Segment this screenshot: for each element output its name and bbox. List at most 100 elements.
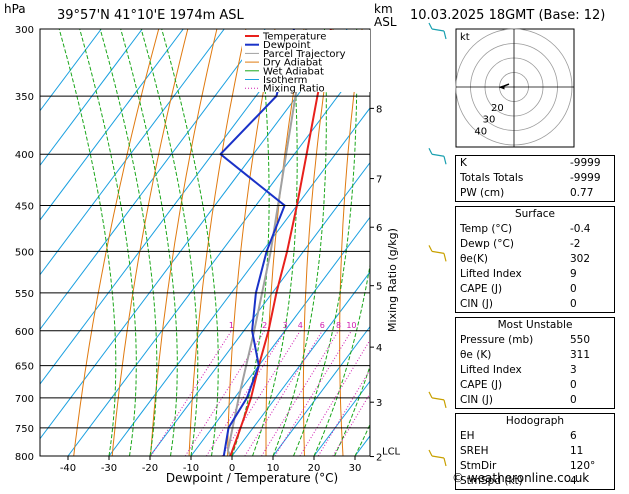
most-unstable-row: CIN (J) 0 xyxy=(456,393,614,408)
mixing-ratio-label: 1 xyxy=(229,321,234,330)
mixing-ratio-label: 4 xyxy=(298,321,303,330)
index-value: 0 xyxy=(570,298,577,310)
dry-adiabat-line xyxy=(409,29,420,456)
index-label: CAPE (J) xyxy=(460,283,503,295)
mixing-ratio-label: 10 xyxy=(346,321,356,330)
hodograph-stats-box: Hodograph EH 6 SREH 11 StmDir 120° StmSpd (kt) 4 xyxy=(455,413,615,490)
datetime-title: 10.03.2025 18GMT (Base: 12) xyxy=(410,8,605,23)
index-value: 0 xyxy=(570,283,577,295)
lcl-label: LCL xyxy=(382,447,401,458)
km-unit-label: km xyxy=(374,2,393,16)
surface-box: Surface Temp (°C) -0.4 Dewp (°C) -2 θe(K) 302 L… xyxy=(455,206,615,313)
km-tick-label: 7 xyxy=(376,175,382,186)
wet-adiabat-line xyxy=(334,364,370,456)
hodograph-ring-label: 20 xyxy=(491,103,504,114)
hodograph-arrowhead xyxy=(499,85,505,90)
x-axis-label: Dewpoint / Temperature (°C) xyxy=(166,471,338,485)
legend-entry: Wet Adiabat xyxy=(263,66,324,77)
index-value: 0.77 xyxy=(570,187,594,199)
index-label: CIN (J) xyxy=(460,298,493,310)
surface-row: Temp (°C) -0.4 xyxy=(456,222,614,237)
index-label: EH xyxy=(460,430,475,442)
index-value: 311 xyxy=(570,349,591,361)
index-value: 11 xyxy=(570,445,584,457)
asl-unit-label: ASL xyxy=(374,15,397,29)
temperature-tick-label: 10 xyxy=(267,463,280,474)
km-tick-label: 4 xyxy=(376,343,382,354)
isotherm-line xyxy=(149,161,370,456)
mixing-ratio-line xyxy=(274,330,352,456)
mixing-ratio-line xyxy=(244,330,323,456)
legend-entry: Mixing Ratio xyxy=(263,84,325,95)
index-label: Pressure (mb) xyxy=(460,334,534,346)
temperature-tick-label: -30 xyxy=(101,463,117,474)
index-value: 3 xyxy=(570,364,577,376)
index-value: 302 xyxy=(570,253,591,265)
mixing-ratio-line xyxy=(317,368,370,456)
index-label: θe(K) xyxy=(460,253,488,265)
isotherm-line xyxy=(67,52,370,456)
isotherm-line xyxy=(40,29,266,331)
hodograph-ring-label: 30 xyxy=(483,115,496,126)
index-label: StmSpd (kt) xyxy=(460,475,523,487)
pressure-tick-label: 750 xyxy=(15,424,34,435)
index-value: 9 xyxy=(570,268,577,280)
surface-row: θe(K) 302 xyxy=(456,252,614,267)
km-tick-label: 5 xyxy=(376,282,382,293)
indices-row: PW (cm) 0.77 xyxy=(456,186,614,201)
index-value: 6 xyxy=(570,430,577,442)
pressure-tick-label: 300 xyxy=(15,25,34,36)
pressure-tick-label: 700 xyxy=(15,394,34,405)
most-unstable-row: θe (K) 311 xyxy=(456,348,614,363)
pressure-tick-label: 350 xyxy=(15,92,34,103)
wet-adiabat-line xyxy=(120,29,178,456)
hodograph-stats-row: EH 6 xyxy=(456,429,614,444)
index-label: Dewp (°C) xyxy=(460,238,514,250)
dry-adiabat-line xyxy=(150,29,218,456)
wet-adiabat-line xyxy=(58,29,117,456)
wind-barb xyxy=(428,245,447,262)
most-unstable-title: Most Unstable xyxy=(497,319,573,331)
temperature-tick-label: 20 xyxy=(308,463,321,474)
temperature-tick-label: 30 xyxy=(349,463,362,474)
wet-adiabat-line xyxy=(140,29,199,456)
index-label: SREH xyxy=(460,445,489,457)
hodograph-stats-row: SREH 11 xyxy=(456,444,614,459)
mixing-ratio-line xyxy=(261,330,339,456)
isotherm-line xyxy=(313,380,370,456)
wet-adiabat-line xyxy=(99,29,158,456)
pressure-tick-label: 650 xyxy=(15,362,34,373)
index-value: -2 xyxy=(570,238,581,250)
legend-background xyxy=(242,30,370,92)
hpa-unit-label: hPa xyxy=(4,2,26,16)
index-value: 120° xyxy=(570,460,596,472)
footer-credit[interactable]: © weatheronline.co.uk xyxy=(452,471,590,485)
pressure-tick-label: 400 xyxy=(15,150,34,161)
most-unstable-row: Lifted Index 3 xyxy=(456,363,614,378)
km-tick-label: 3 xyxy=(376,398,382,409)
hodograph-frame xyxy=(455,28,575,148)
plot-frame xyxy=(39,28,371,457)
mixing-ratio-line xyxy=(184,330,266,456)
legend-entry: Dewpoint xyxy=(263,40,311,51)
index-label: CIN (J) xyxy=(460,394,493,406)
dry-adiabat-line xyxy=(624,29,629,456)
km-tick-label: 8 xyxy=(376,104,382,115)
mixing-ratio-label: 25 xyxy=(402,321,412,330)
legend-entry: Isotherm xyxy=(263,75,307,86)
isotherm-line xyxy=(40,29,143,167)
index-label: Lifted Index xyxy=(460,364,522,376)
mixing-ratio-label: 6 xyxy=(320,321,325,330)
index-label: CAPE (J) xyxy=(460,379,503,391)
isotherm-line xyxy=(272,325,370,456)
isotherm-line xyxy=(40,29,307,385)
index-value: -0.4 xyxy=(570,223,591,235)
pressure-tick-label: 500 xyxy=(15,247,34,258)
mixing-ratio-label: 3 xyxy=(283,321,288,330)
wet-adiabat-line xyxy=(231,29,270,456)
hodograph-unit-label: kt xyxy=(460,32,470,43)
index-label: PW (cm) xyxy=(460,187,505,199)
